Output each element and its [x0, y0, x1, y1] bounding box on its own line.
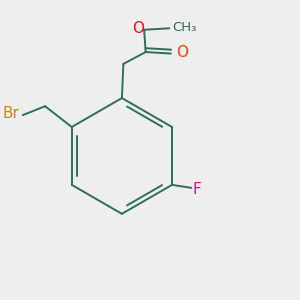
Text: O: O: [176, 45, 188, 60]
Text: F: F: [193, 182, 202, 197]
Text: CH₃: CH₃: [172, 21, 197, 34]
Text: O: O: [132, 21, 144, 36]
Text: Br: Br: [3, 106, 20, 121]
